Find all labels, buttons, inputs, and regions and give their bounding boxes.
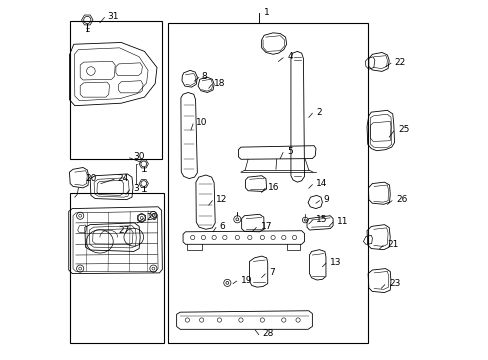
Text: 29: 29 (146, 213, 157, 222)
Bar (70, 193, 164, 342)
Text: 14: 14 (315, 179, 326, 188)
Text: 24: 24 (118, 174, 129, 183)
Text: 1: 1 (264, 8, 269, 17)
Text: 9: 9 (323, 195, 328, 204)
Text: 31: 31 (107, 12, 119, 21)
Text: 16: 16 (267, 183, 279, 192)
Text: 30: 30 (133, 152, 144, 161)
Text: 25: 25 (397, 126, 408, 135)
Text: 8: 8 (201, 72, 207, 81)
Text: 18: 18 (214, 79, 225, 88)
Text: 15: 15 (315, 215, 327, 224)
Text: 6: 6 (219, 222, 225, 231)
Text: 7: 7 (269, 268, 275, 277)
Text: 23: 23 (388, 279, 400, 288)
Text: 17: 17 (260, 222, 271, 231)
Text: 13: 13 (329, 258, 341, 267)
Text: 26: 26 (395, 195, 407, 204)
Text: 12: 12 (216, 195, 227, 204)
Text: 4: 4 (287, 52, 292, 61)
Text: 20: 20 (85, 174, 97, 183)
Text: 22: 22 (394, 58, 405, 67)
Text: 21: 21 (386, 240, 398, 249)
Text: 27: 27 (119, 225, 130, 234)
Text: 2: 2 (315, 108, 321, 117)
Text: 28: 28 (262, 329, 273, 338)
Bar (167, 23, 367, 342)
Bar (70, 21, 162, 158)
Text: 10: 10 (196, 118, 207, 127)
Text: 11: 11 (337, 217, 348, 226)
Text: 19: 19 (241, 275, 252, 284)
Text: 3: 3 (134, 184, 139, 193)
Text: 5: 5 (287, 147, 292, 156)
